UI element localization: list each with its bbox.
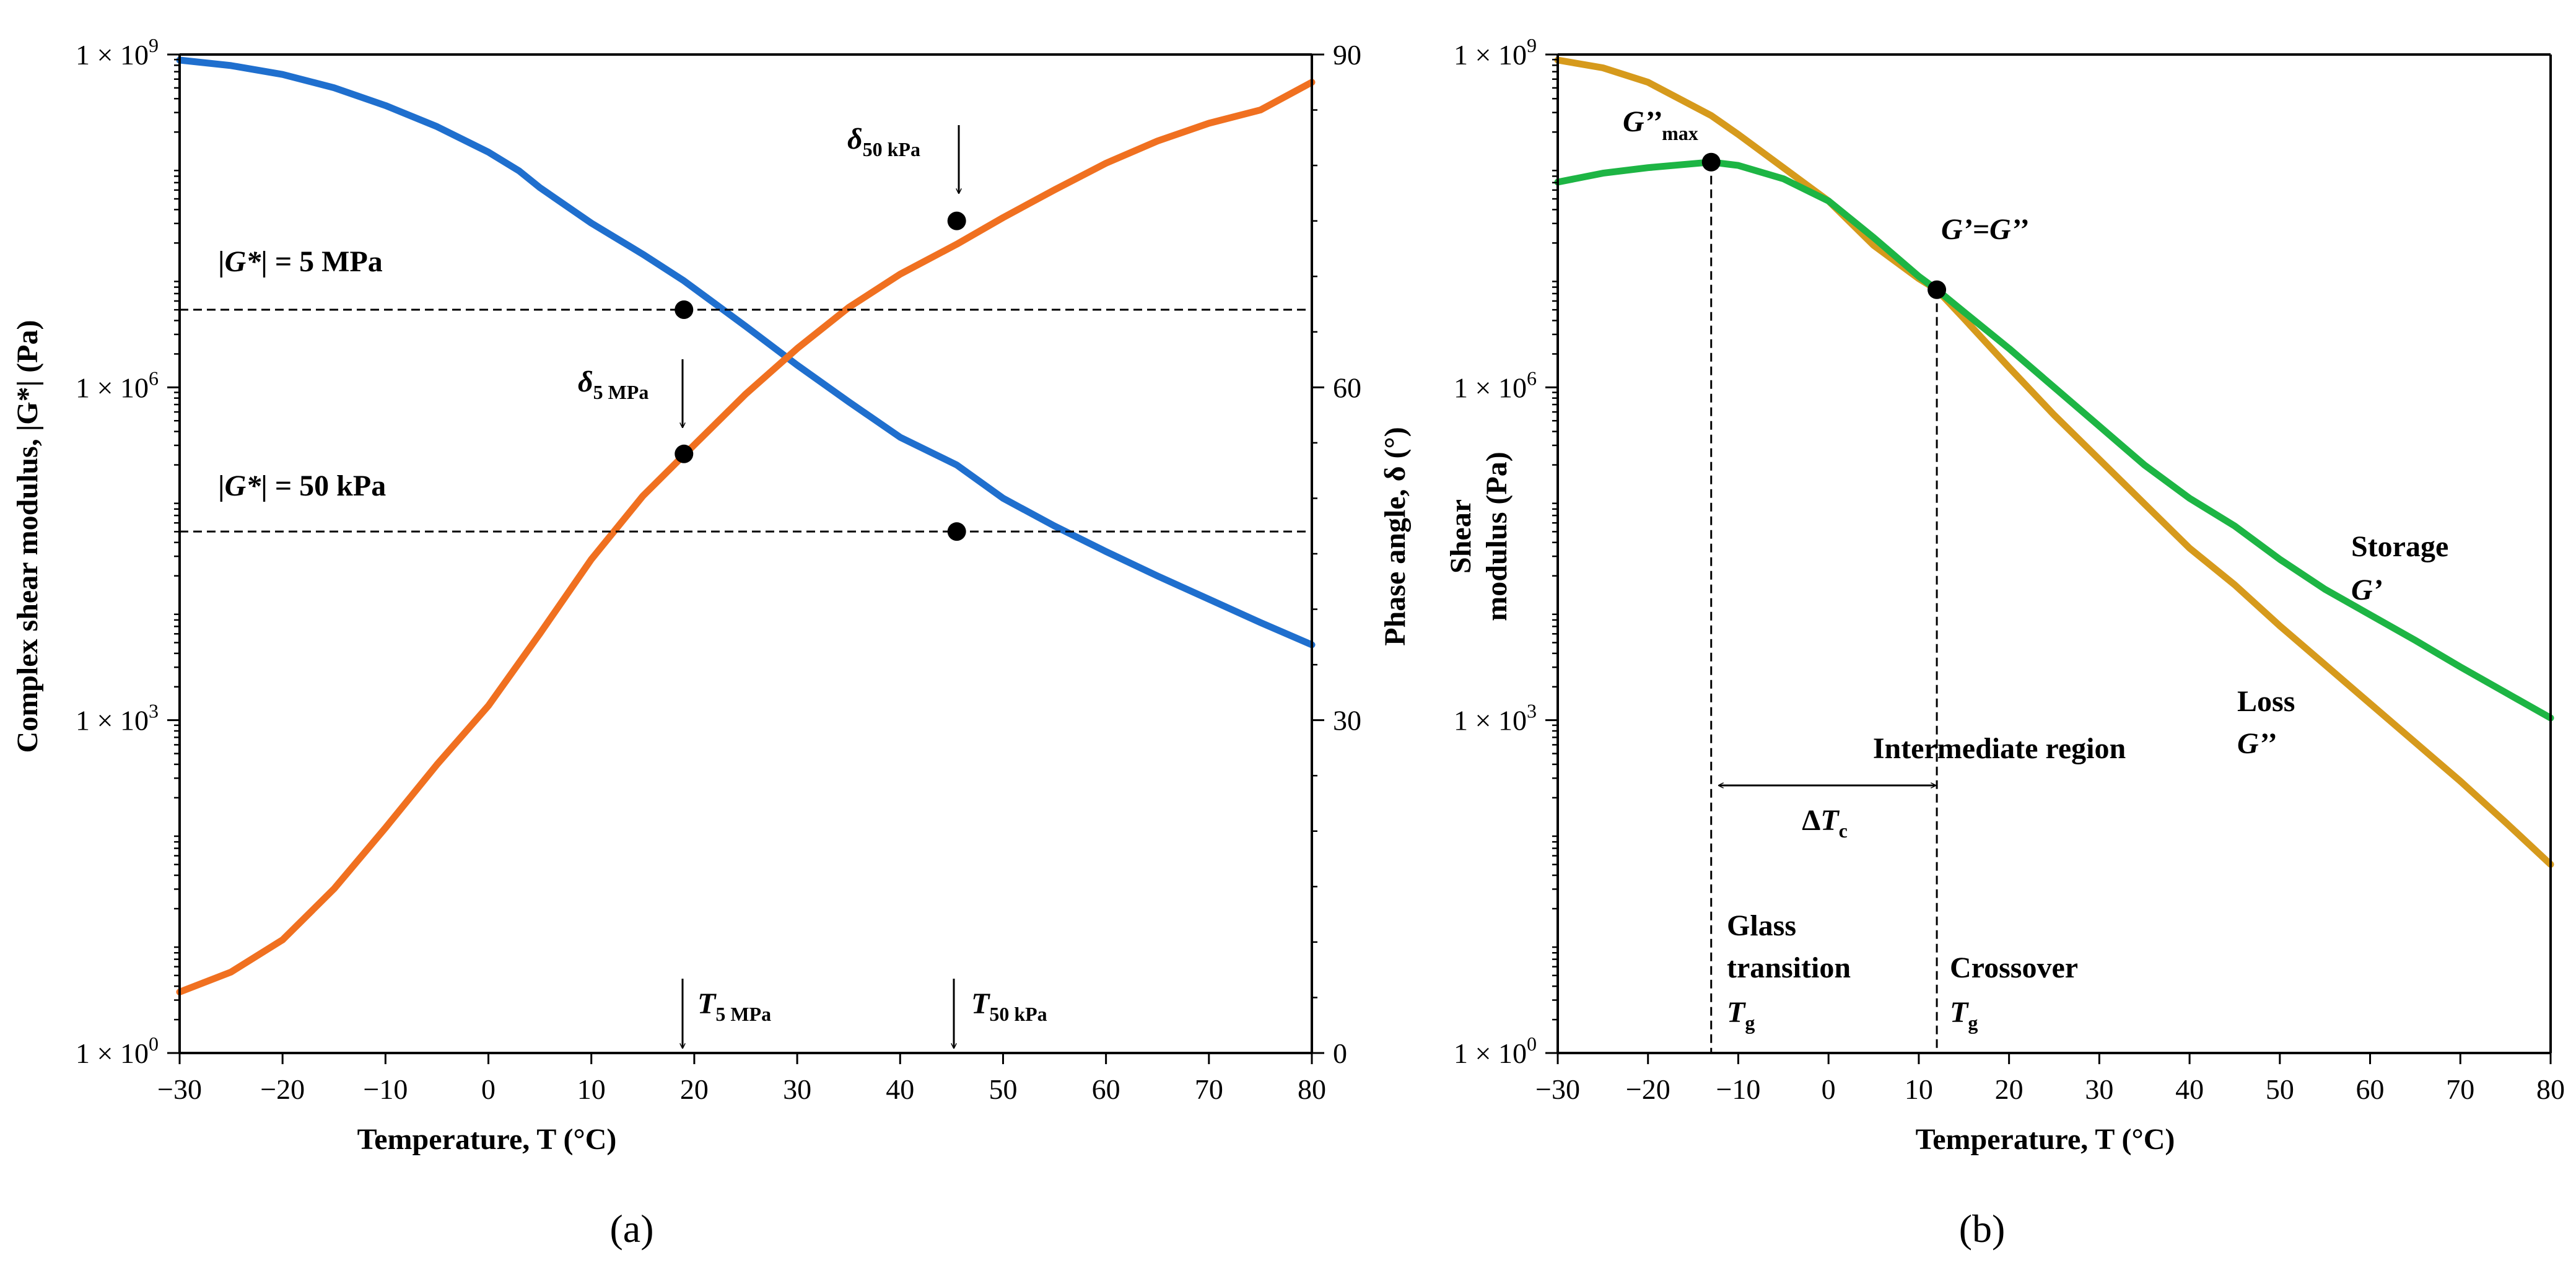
loss-symbol-label: G’’ [2237, 727, 2276, 760]
panel-a-x-tick-label: 20 [680, 1073, 709, 1105]
panel-a-left-y-tick-label: 1 × 106 [76, 367, 159, 403]
panel-a-right-tick-label: 0 [1333, 1038, 1347, 1069]
panel-a-left-y-tick-label: 1 × 109 [76, 34, 159, 71]
panel-b-x-tick-label: 40 [2175, 1073, 2204, 1105]
panel-a-right-axis-title: Phase angle, δ (°) [1379, 427, 1412, 645]
delta-5mpa-label: δ5 MPa [578, 365, 648, 403]
panel-b-y-tick-label: 1 × 100 [1454, 1033, 1537, 1069]
panel-a-x-tick-label: −10 [363, 1073, 408, 1105]
panel-b-chart: −30 −20 −10 0 10 20 30 40 50 60 70 80 1 × 100 1 × 103… [1444, 34, 2565, 1251]
panel-a-x-tick-label: 80 [1298, 1073, 1326, 1105]
panel-a-data-point-1 [947, 522, 966, 541]
panel-a-x-tick-label: 30 [783, 1073, 811, 1105]
panel-a-x-axis-title: Temperature, T (°C) [357, 1123, 617, 1156]
panel-b-x-tick-label: 10 [1905, 1073, 1933, 1105]
loss-word-label: Loss [2237, 685, 2295, 718]
panel-a-chart: −30 −20 −10 0 10 20 30 40 50 60 70 80 1 × 100 1 × 103… [11, 34, 1412, 1251]
panel-b-x-tick-label: 50 [2266, 1073, 2294, 1105]
panel-a-x-axis-title-text: Temperature, T (°C) [357, 1123, 617, 1156]
panel-b-point-crossover [1928, 280, 1947, 299]
panel-b-x-tick-label: 20 [1995, 1073, 2024, 1105]
panel-b-label: (b) [1959, 1207, 2006, 1251]
ref-line-50kpa-label: |G*| = 50 kPa [218, 470, 386, 502]
panel-b-x-axis-title-text: Temperature, T (°C) [1916, 1123, 2175, 1156]
panel-b-x-tick-label: −20 [1626, 1073, 1670, 1105]
panel-b-x-tick-label: 0 [1822, 1073, 1836, 1105]
panel-a-label: (a) [609, 1207, 653, 1251]
panel-a-right-tick-label: 90 [1333, 39, 1361, 71]
glass-transition-label-line2: transition [1727, 951, 1851, 984]
panel-a-left-axis-title-text: Complex shear modulus, |G*| (Pa) [11, 320, 44, 753]
panel-a-left-y-tick-label: 1 × 100 [76, 1033, 159, 1069]
phase-angle-series-line [176, 79, 1316, 995]
panel-a-x-tick-label: 10 [577, 1073, 606, 1105]
panel-b-x-tick-label: 80 [2536, 1073, 2565, 1105]
panel-b-x-tick-label: 70 [2446, 1073, 2474, 1105]
panel-b-x-tick-label: 60 [2356, 1073, 2385, 1105]
ref-line-5mpa-label: |G*| = 5 MPa [218, 245, 383, 278]
panel-a-x-tick-label: 70 [1195, 1073, 1223, 1105]
gmax-label: G’’max [1623, 105, 1698, 144]
panel-a-x-tick-label: 50 [989, 1073, 1017, 1105]
panel-a-x-tick-label: −20 [260, 1073, 305, 1105]
panel-a-data-point-2 [675, 444, 694, 463]
panel-a-data-point-0 [675, 300, 694, 319]
t-50kpa-label: T50 kPa [971, 987, 1047, 1025]
storage-word-label: Storage [2351, 530, 2448, 563]
crossover-word-label: Crossover [1950, 951, 2078, 984]
crossover-point-label: G’=G’’ [1941, 213, 2028, 246]
panel-b-point-g-max [1701, 152, 1721, 172]
panel-b-x-tick-label: −30 [1535, 1073, 1580, 1105]
panel-b-x-tick-label: 30 [2085, 1073, 2113, 1105]
glass-transition-tg-label: Tg [1727, 996, 1755, 1034]
complex-modulus-series-line [176, 56, 1316, 649]
intermediate-region-label: Intermediate region [1873, 732, 2126, 765]
delta-tc-label: ΔTc [1802, 804, 1848, 842]
panel-a-x-tick-label: −30 [157, 1073, 202, 1105]
panel-b-x-tick-label: −10 [1716, 1073, 1760, 1105]
panel-b-y-tick-label: 1 × 106 [1454, 367, 1537, 403]
panel-a-x-tick-label: 0 [481, 1073, 496, 1105]
storage-modulus-series-line [1554, 159, 2554, 722]
panel-a-right-tick-label: 30 [1333, 705, 1361, 736]
panel-b-x-axis-title: Temperature, T (°C) [1916, 1123, 2175, 1156]
panel-a-x-tick-label: 40 [886, 1073, 914, 1105]
t-5mpa-label: T5 MPa [697, 987, 771, 1025]
panel-a-x-tick-label: 60 [1092, 1073, 1120, 1105]
panel-b-y-tick-label: 1 × 109 [1454, 34, 1537, 71]
panel-a-right-tick-label: 60 [1333, 372, 1361, 403]
panel-b-y-tick-label: 1 × 103 [1454, 700, 1537, 736]
panel-a-data-point-3 [947, 211, 966, 230]
delta-50kpa-label: δ50 kPa [847, 123, 920, 160]
crossover-tg-label: Tg [1950, 996, 1978, 1034]
panel-a-right-axis-title-text: Phase angle, δ (°) [1379, 427, 1412, 645]
loss-modulus-series-line [1554, 56, 2554, 868]
storage-symbol-label: G’ [2351, 574, 2383, 606]
panel-a-left-axis-title: Complex shear modulus, |G*| (Pa) [11, 320, 44, 753]
glass-transition-label-line1: Glass [1727, 909, 1796, 942]
panel-a-left-y-tick-label: 1 × 103 [76, 700, 159, 736]
panel-b-y-axis-title-line2: modulus (Pa) [1480, 452, 1513, 621]
panel-b-y-axis-title-line1: Shear [1444, 499, 1477, 574]
